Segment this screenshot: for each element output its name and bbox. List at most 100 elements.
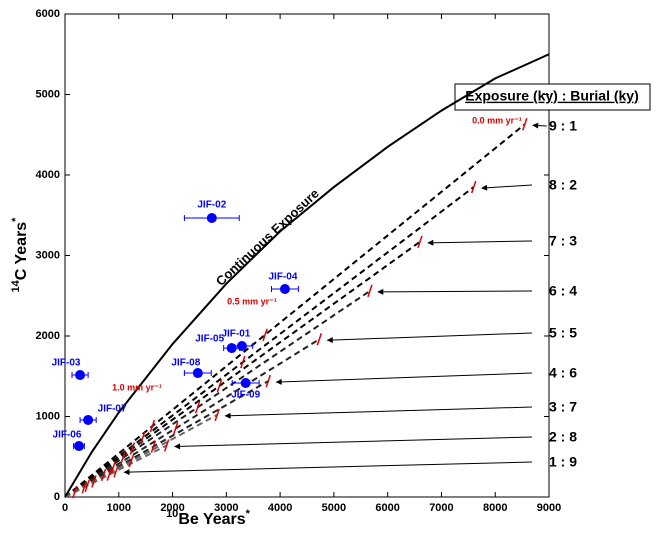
x-tick-label: 7000 <box>429 502 453 514</box>
sample-point <box>279 283 290 294</box>
sample-label: JIF-09 <box>231 390 260 401</box>
y-label-text: C Years <box>13 222 30 281</box>
ratio-label: 1 : 9 <box>549 454 577 470</box>
ratio-label: 5 : 5 <box>549 325 577 341</box>
end-tick <box>214 408 220 422</box>
sample-point <box>75 370 86 381</box>
y-tick-label: 1000 <box>36 410 60 422</box>
ratio-label: 2 : 8 <box>549 429 577 445</box>
end-tick <box>417 235 423 249</box>
x-tick-label: 1000 <box>107 502 131 514</box>
x-tick-label: 9000 <box>537 502 561 514</box>
erosion-label: 0.0 mm yr⁻¹ <box>472 115 522 125</box>
arrow <box>532 122 547 129</box>
end-tick <box>265 374 271 388</box>
end-tick <box>522 118 528 131</box>
x-label-text: Be Years <box>178 511 245 528</box>
ratio-label: 6 : 4 <box>549 283 577 299</box>
arrow <box>377 288 533 295</box>
erosion-tick <box>91 475 97 488</box>
burial-line <box>64 241 421 498</box>
ratio-label: 8 : 2 <box>549 177 577 193</box>
erosion-tick <box>128 455 134 468</box>
y-label-star: * <box>10 217 22 222</box>
sample-label: JIF-02 <box>197 200 226 211</box>
arrow <box>427 239 533 246</box>
curve-label: Continuous Exposure <box>213 186 322 289</box>
x-tick-label: 4000 <box>268 502 292 514</box>
ratio-label: 7 : 3 <box>549 233 577 249</box>
end-tick <box>113 465 119 478</box>
sample-point <box>236 340 247 351</box>
burial-line <box>64 290 371 498</box>
erosion-tick <box>216 379 223 393</box>
erosion-tick <box>149 419 156 433</box>
x-axis-label: 10Be Years* <box>166 508 251 528</box>
x-tick-label: 8000 <box>483 502 507 514</box>
end-tick <box>316 332 323 346</box>
arrow <box>174 436 533 450</box>
y-tick-label: 5000 <box>36 88 60 100</box>
x-label-star: * <box>246 508 251 520</box>
sample-point <box>192 368 203 379</box>
legend-box <box>454 83 651 111</box>
x-tick-label: 2000 <box>160 502 184 514</box>
y-tick-label: 4000 <box>36 169 60 181</box>
burial-line <box>64 380 269 498</box>
erosion-tick <box>172 422 179 435</box>
erosion-tick <box>84 479 90 493</box>
ratio-label: 3 : 7 <box>549 399 577 415</box>
sample-label: JIF-06 <box>53 430 82 441</box>
legend-title: Exposure (ky) : Burial (ky) <box>465 88 639 104</box>
erosion-tick <box>139 431 146 445</box>
sample-point <box>73 441 84 452</box>
sample-label: JIF-08 <box>171 358 200 369</box>
erosion-tick <box>150 440 157 453</box>
sample-label: JIF-05 <box>195 334 224 345</box>
arrow <box>123 461 533 476</box>
y-label-sup: 14 <box>10 279 22 292</box>
erosion-tick <box>194 401 201 414</box>
sample-label: JIF-01 <box>221 329 250 340</box>
sample-label: JIF-04 <box>268 272 297 283</box>
erosion-tick <box>100 468 107 482</box>
sample-point <box>226 343 237 354</box>
continuous-exposure <box>64 53 550 498</box>
erosion-tick <box>106 468 112 481</box>
y-tick-label: 6000 <box>36 8 60 20</box>
burial-line <box>64 444 168 498</box>
x-label-sup: 10 <box>166 508 178 520</box>
ratio-label: 9 : 1 <box>549 118 577 134</box>
erosion-tick <box>81 480 88 494</box>
x-tick-label: 0 <box>62 502 68 514</box>
erosion-tick <box>110 460 117 474</box>
erosion-label: 0.5 mm yr⁻¹ <box>227 296 277 306</box>
sample-label: JIF-03 <box>52 358 81 369</box>
y-axis-label: 14C Years* <box>10 217 30 293</box>
erosion-tick <box>72 485 78 499</box>
end-tick <box>470 180 477 194</box>
erosion-tick <box>120 451 126 465</box>
end-tick <box>367 284 373 298</box>
ratio-label: 4 : 6 <box>549 365 577 381</box>
sample-point <box>83 414 94 425</box>
sample-point <box>240 378 251 389</box>
arrow <box>275 372 533 385</box>
burial-line <box>64 123 526 498</box>
erosion-label: 1.0 mm yr⁻¹ <box>112 382 162 392</box>
arrow <box>224 406 533 419</box>
x-tick-label: 6000 <box>375 502 399 514</box>
erosion-tick <box>129 442 136 455</box>
erosion-tick <box>262 328 268 342</box>
arrow <box>326 332 533 344</box>
arrow <box>481 184 533 191</box>
sample-point <box>206 212 217 223</box>
y-tick-label: 2000 <box>36 330 60 342</box>
end-tick <box>163 439 170 452</box>
sample-label: JIF-07 <box>98 404 127 415</box>
y-tick-label: 3000 <box>36 249 60 261</box>
y-tick-label: 0 <box>54 491 60 503</box>
erosion-tick <box>240 355 246 369</box>
burial-line <box>64 414 218 498</box>
